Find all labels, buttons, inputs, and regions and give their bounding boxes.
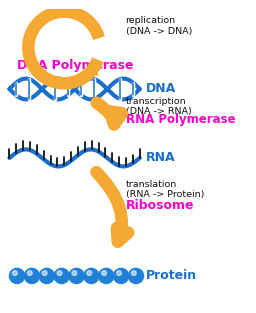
Circle shape: [9, 268, 25, 284]
Circle shape: [102, 271, 106, 275]
Circle shape: [129, 268, 144, 284]
Circle shape: [116, 271, 121, 275]
Text: Ribosome: Ribosome: [126, 198, 194, 212]
Circle shape: [27, 271, 32, 275]
Text: DNA: DNA: [145, 83, 176, 95]
Text: translation
(RNA -> Protein): translation (RNA -> Protein): [126, 180, 204, 199]
Circle shape: [42, 271, 47, 275]
Circle shape: [72, 271, 77, 275]
Circle shape: [13, 271, 17, 275]
Circle shape: [131, 271, 136, 275]
Text: transcription
(DNA -> RNA): transcription (DNA -> RNA): [126, 96, 191, 116]
Circle shape: [39, 268, 54, 284]
Circle shape: [87, 271, 92, 275]
Circle shape: [99, 268, 114, 284]
Circle shape: [54, 268, 69, 284]
Text: replication
(DNA -> DNA): replication (DNA -> DNA): [126, 16, 192, 36]
Text: RNA Polymerase: RNA Polymerase: [126, 113, 235, 126]
Circle shape: [114, 268, 129, 284]
Circle shape: [57, 271, 62, 275]
Circle shape: [69, 268, 84, 284]
Circle shape: [24, 268, 39, 284]
Circle shape: [84, 268, 99, 284]
Text: RNA: RNA: [145, 151, 175, 164]
Text: Protein: Protein: [145, 269, 197, 282]
Text: DNA Polymerase: DNA Polymerase: [17, 59, 133, 72]
